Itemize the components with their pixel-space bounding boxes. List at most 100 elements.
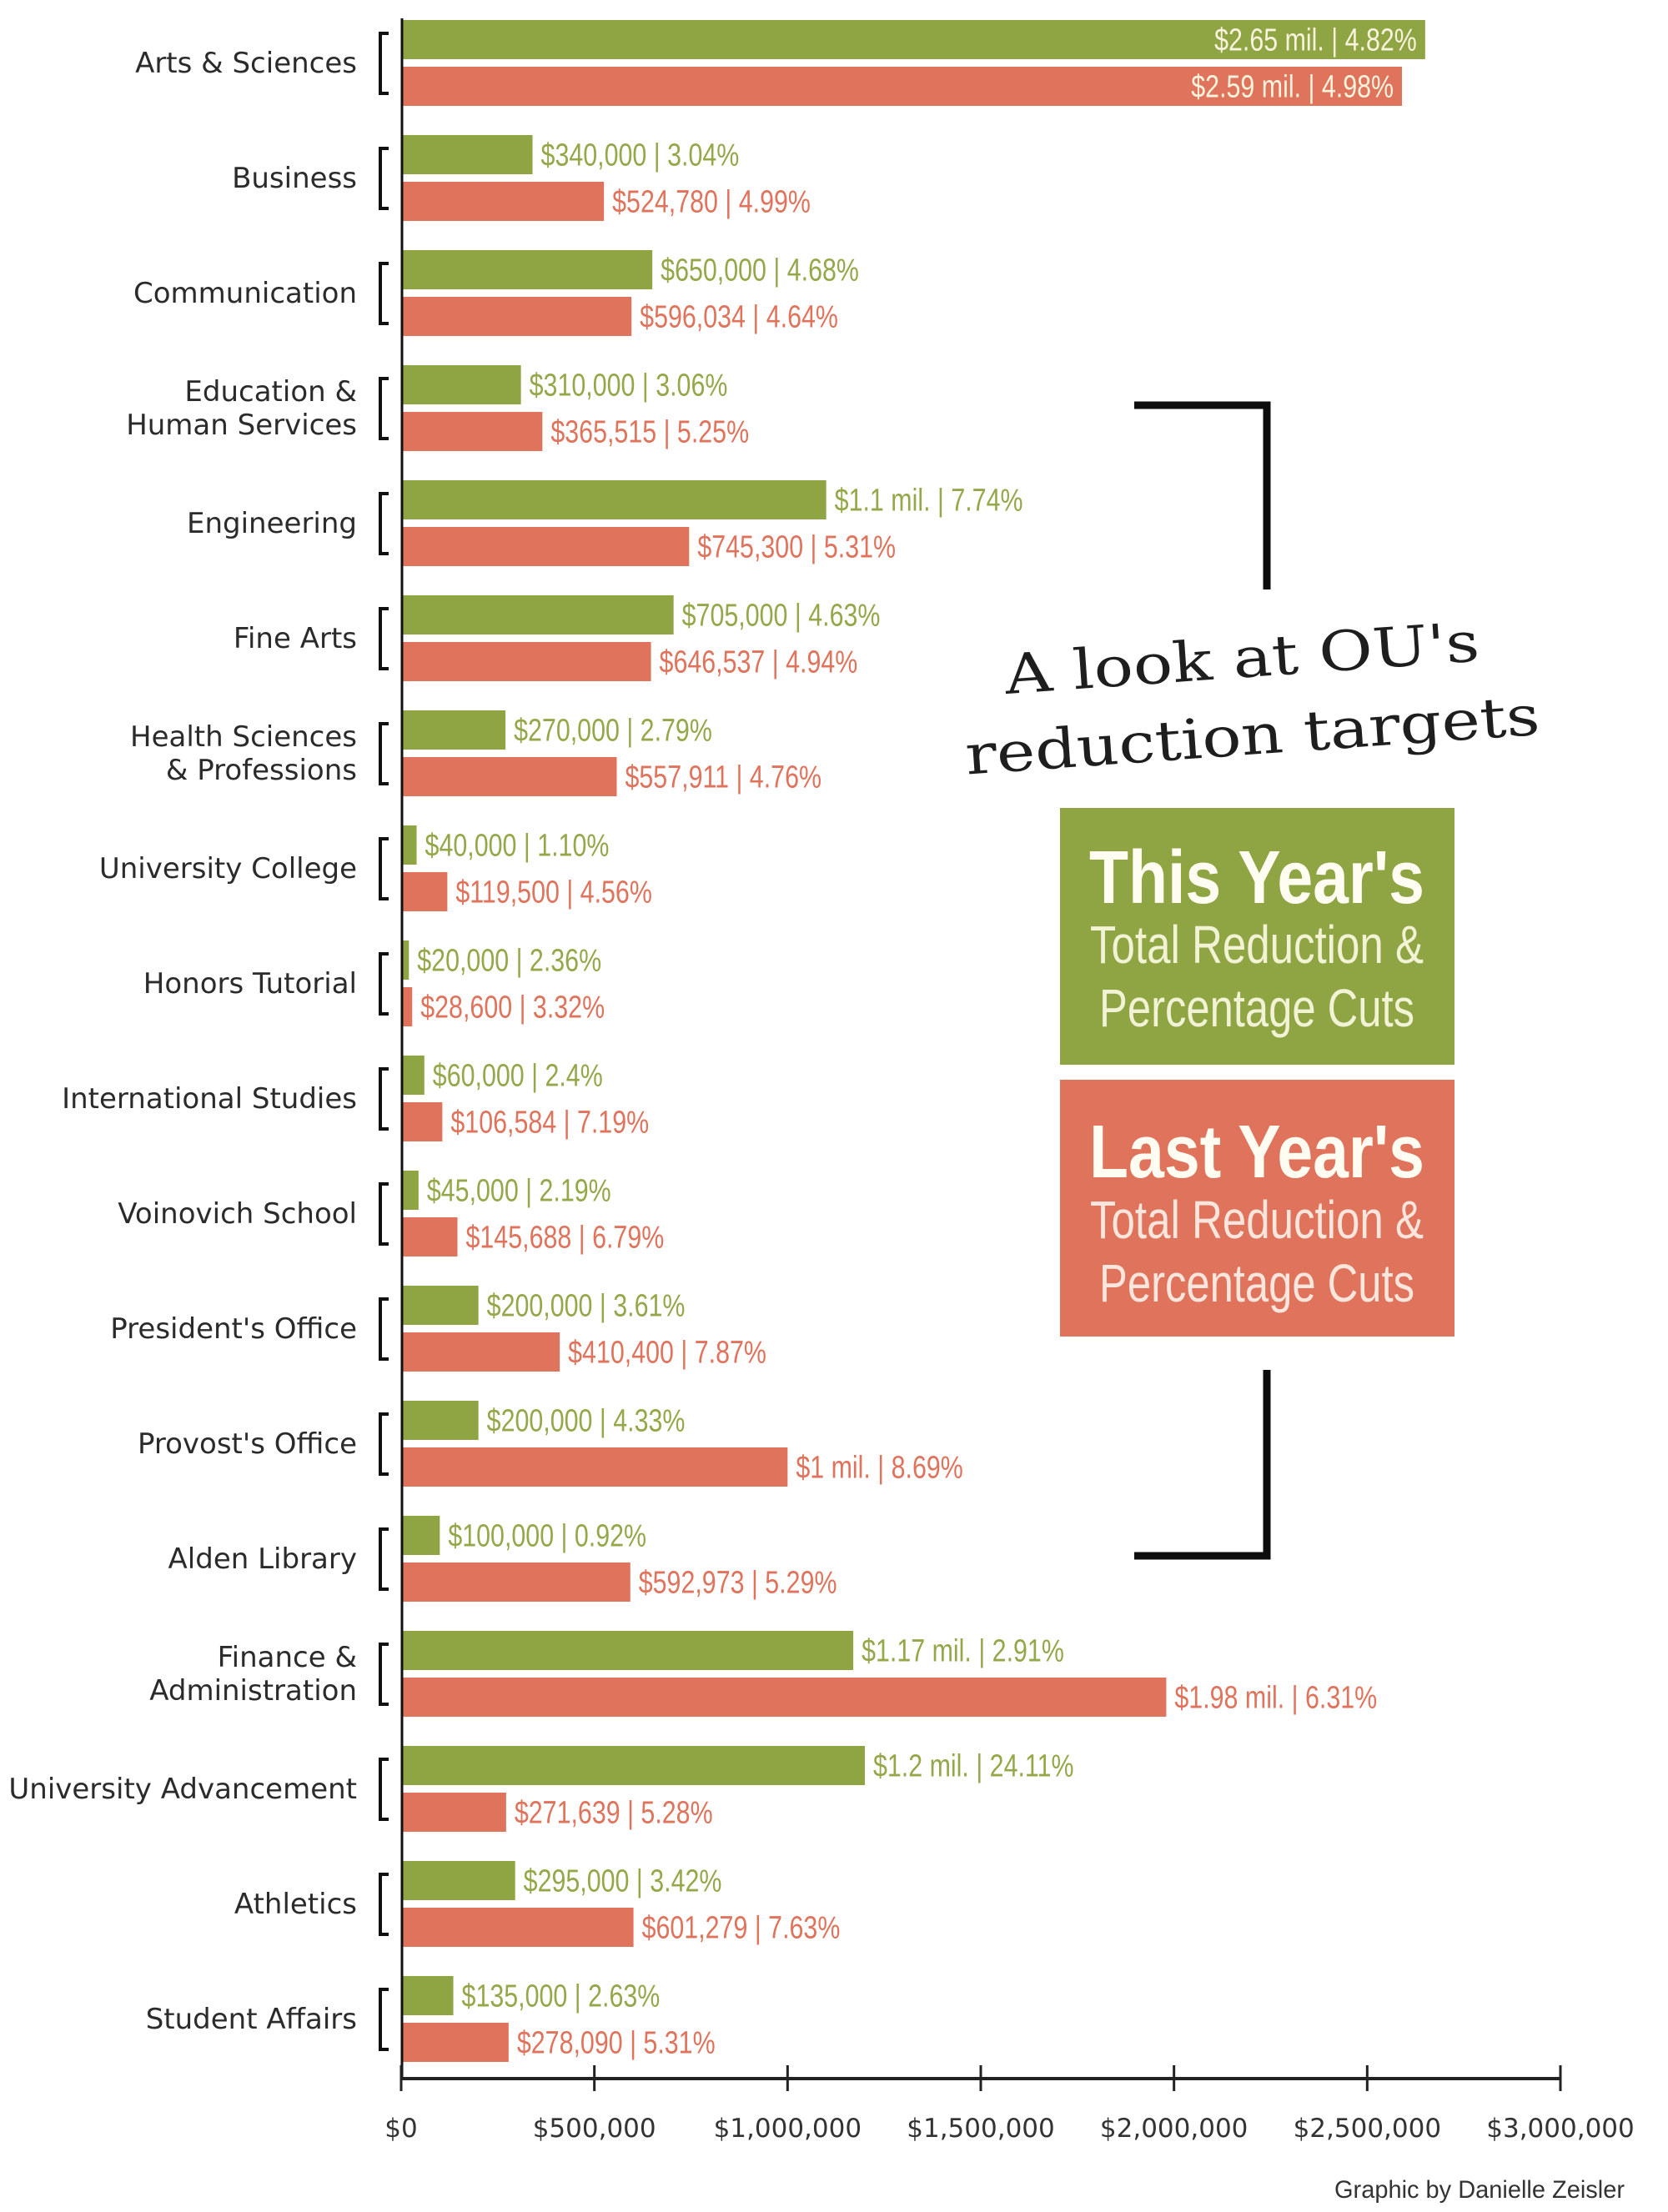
bar-last-year bbox=[401, 987, 413, 1026]
bar-last-year bbox=[401, 1217, 458, 1256]
x-tick-label: $1,500,000 bbox=[907, 2114, 1055, 2144]
data-label-wrapper: $646,537 | 4.94% bbox=[660, 645, 858, 680]
category-label: Engineering bbox=[187, 507, 357, 540]
data-label-this-year: $2.65 mil. | 4.82% bbox=[1214, 23, 1417, 58]
category-bracket bbox=[379, 262, 389, 325]
x-axis: $0 $500,000 $1,000,000 $1,500,000 $2,000,000… bbox=[384, 2065, 1635, 2144]
data-label-wrapper: $20,000 | 2.36% bbox=[417, 943, 601, 978]
category-bracket bbox=[379, 492, 389, 555]
data-label-last-year: $28,600 | 3.32% bbox=[420, 990, 605, 1025]
data-label-this-year: $1.17 mil. | 2.91% bbox=[862, 1633, 1064, 1668]
category-label: & Professions bbox=[166, 754, 357, 787]
category-group: Voinovich School $45,000 | 2.19% $145,688 … bbox=[118, 1171, 664, 1256]
data-label-this-year: $45,000 | 2.19% bbox=[427, 1173, 611, 1208]
data-label-wrapper: $340,000 | 3.04% bbox=[541, 138, 740, 173]
category-bracket bbox=[379, 1297, 389, 1361]
category-label: Voinovich School bbox=[118, 1197, 357, 1231]
bar-last-year bbox=[401, 757, 617, 796]
data-label-this-year: $270,000 | 2.79% bbox=[514, 713, 712, 748]
data-label-last-year: $596,034 | 4.64% bbox=[640, 299, 838, 334]
x-tick-label: $1,000,000 bbox=[714, 2114, 862, 2144]
data-label-wrapper: $2.65 mil. | 4.82% bbox=[1214, 23, 1417, 58]
data-label-this-year: $340,000 | 3.04% bbox=[541, 138, 740, 173]
bar-last-year bbox=[401, 1447, 788, 1487]
category-group: Student Affairs $135,000 | 2.63% $278,090 … bbox=[146, 1976, 716, 2062]
bar-last-year bbox=[401, 642, 651, 681]
legend-swatch-last-year bbox=[1060, 1080, 1454, 1337]
data-label-wrapper: $745,300 | 5.31% bbox=[697, 529, 896, 564]
data-label-wrapper: $200,000 | 4.33% bbox=[487, 1403, 686, 1438]
data-label-wrapper: $410,400 | 7.87% bbox=[568, 1335, 766, 1370]
data-label-last-year: $271,639 | 5.28% bbox=[515, 1795, 713, 1830]
data-label-this-year: $135,000 | 2.63% bbox=[462, 1979, 661, 2014]
category-group: Health Sciences& Professions $270,000 | 2… bbox=[130, 710, 821, 796]
category-label: Student Affairs bbox=[146, 2003, 357, 2036]
bar-this-year bbox=[401, 825, 417, 865]
data-label-wrapper: $557,911 | 4.76% bbox=[625, 760, 821, 795]
bar-this-year bbox=[401, 480, 826, 519]
lower-bracket-decoration bbox=[1134, 1370, 1271, 1560]
category-bracket bbox=[379, 1067, 389, 1131]
data-label-this-year: $100,000 | 0.92% bbox=[448, 1518, 646, 1553]
legend: This Year's Total Reduction & Percentage… bbox=[1060, 808, 1454, 1337]
data-label-wrapper: $592,973 | 5.29% bbox=[639, 1565, 837, 1600]
bar-last-year bbox=[401, 1793, 506, 1832]
bar-last-year bbox=[401, 297, 632, 336]
category-bracket bbox=[379, 32, 389, 95]
data-label-wrapper: $60,000 | 2.4% bbox=[433, 1058, 603, 1093]
data-label-last-year: $1 mil. | 8.69% bbox=[796, 1450, 963, 1485]
data-label-last-year: $524,780 | 4.99% bbox=[612, 184, 811, 219]
data-label-this-year: $1.1 mil. | 7.74% bbox=[835, 483, 1023, 518]
category-label: Finance & bbox=[218, 1641, 357, 1674]
category-label: University College bbox=[99, 852, 357, 885]
bar-this-year bbox=[401, 595, 674, 635]
category-group: President's Office $200,000 | 3.61% $410,4… bbox=[110, 1286, 766, 1372]
category-group: Provost's Office $200,000 | 4.33% $1 mil. … bbox=[138, 1401, 963, 1487]
data-label-wrapper: $1.1 mil. | 7.74% bbox=[835, 483, 1023, 518]
category-group: Education &Human Services $310,000 | 3.06… bbox=[126, 365, 749, 451]
legend-this-year-heading: This Year's bbox=[1089, 836, 1424, 920]
bar-this-year bbox=[401, 1976, 454, 2015]
bar-this-year bbox=[401, 940, 409, 980]
category-group: Fine Arts $705,000 | 4.63% $646,537 | 4.94… bbox=[234, 595, 881, 681]
data-label-last-year: $145,688 | 6.79% bbox=[466, 1220, 665, 1255]
data-label-this-year: $200,000 | 4.33% bbox=[487, 1403, 686, 1438]
data-label-this-year: $1.2 mil. | 24.11% bbox=[873, 1748, 1074, 1783]
data-label-wrapper: $119,500 | 4.56% bbox=[455, 875, 652, 910]
bar-this-year bbox=[401, 365, 521, 404]
data-label-last-year: $2.59 mil. | 4.98% bbox=[1191, 69, 1394, 104]
data-label-this-year: $60,000 | 2.4% bbox=[433, 1058, 603, 1093]
legend-swatch-this-year bbox=[1060, 808, 1454, 1065]
category-group: Communication $650,000 | 4.68% $596,034 | … bbox=[133, 250, 859, 336]
bar-last-year bbox=[401, 412, 543, 451]
category-label: Administration bbox=[149, 1674, 357, 1708]
data-label-last-year: $745,300 | 5.31% bbox=[697, 529, 896, 564]
data-label-last-year: $278,090 | 5.31% bbox=[517, 2025, 716, 2060]
category-bracket bbox=[379, 952, 389, 1016]
data-label-wrapper: $270,000 | 2.79% bbox=[514, 713, 712, 748]
data-label-wrapper: $40,000 | 1.10% bbox=[425, 828, 610, 863]
category-bracket bbox=[379, 1412, 389, 1476]
category-group: International Studies $60,000 | 2.4% $106,… bbox=[62, 1056, 649, 1141]
legend-last-year-heading: Last Year's bbox=[1089, 1111, 1424, 1194]
data-label-wrapper: $1 mil. | 8.69% bbox=[796, 1450, 963, 1485]
data-label-wrapper: $45,000 | 2.19% bbox=[427, 1173, 611, 1208]
category-bracket bbox=[379, 722, 389, 785]
category-label: Arts & Sciences bbox=[135, 47, 357, 80]
x-tick-label: $0 bbox=[384, 2114, 417, 2144]
data-label-this-year: $650,000 | 4.68% bbox=[661, 253, 859, 288]
bar-this-year bbox=[401, 1746, 865, 1785]
category-bracket bbox=[379, 1873, 389, 1936]
data-label-wrapper: $135,000 | 2.63% bbox=[462, 1979, 661, 2014]
data-label-wrapper: $145,688 | 6.79% bbox=[466, 1220, 665, 1255]
category-label: Health Sciences bbox=[130, 720, 357, 754]
data-label-this-year: $705,000 | 4.63% bbox=[682, 598, 881, 633]
category-bracket bbox=[379, 1643, 389, 1706]
category-bracket bbox=[379, 1182, 389, 1246]
bar-this-year bbox=[401, 20, 1425, 59]
bar-last-year bbox=[401, 1908, 634, 1947]
bar-groups: Arts & Sciences $2.65 mil. | 4.82% $2.59 m… bbox=[8, 20, 1425, 2062]
data-label-wrapper: $2.59 mil. | 4.98% bbox=[1191, 69, 1394, 104]
category-group: Honors Tutorial $20,000 | 2.36% $28,600 | … bbox=[143, 940, 605, 1026]
x-tick-label: $2,000,000 bbox=[1100, 2114, 1248, 2144]
